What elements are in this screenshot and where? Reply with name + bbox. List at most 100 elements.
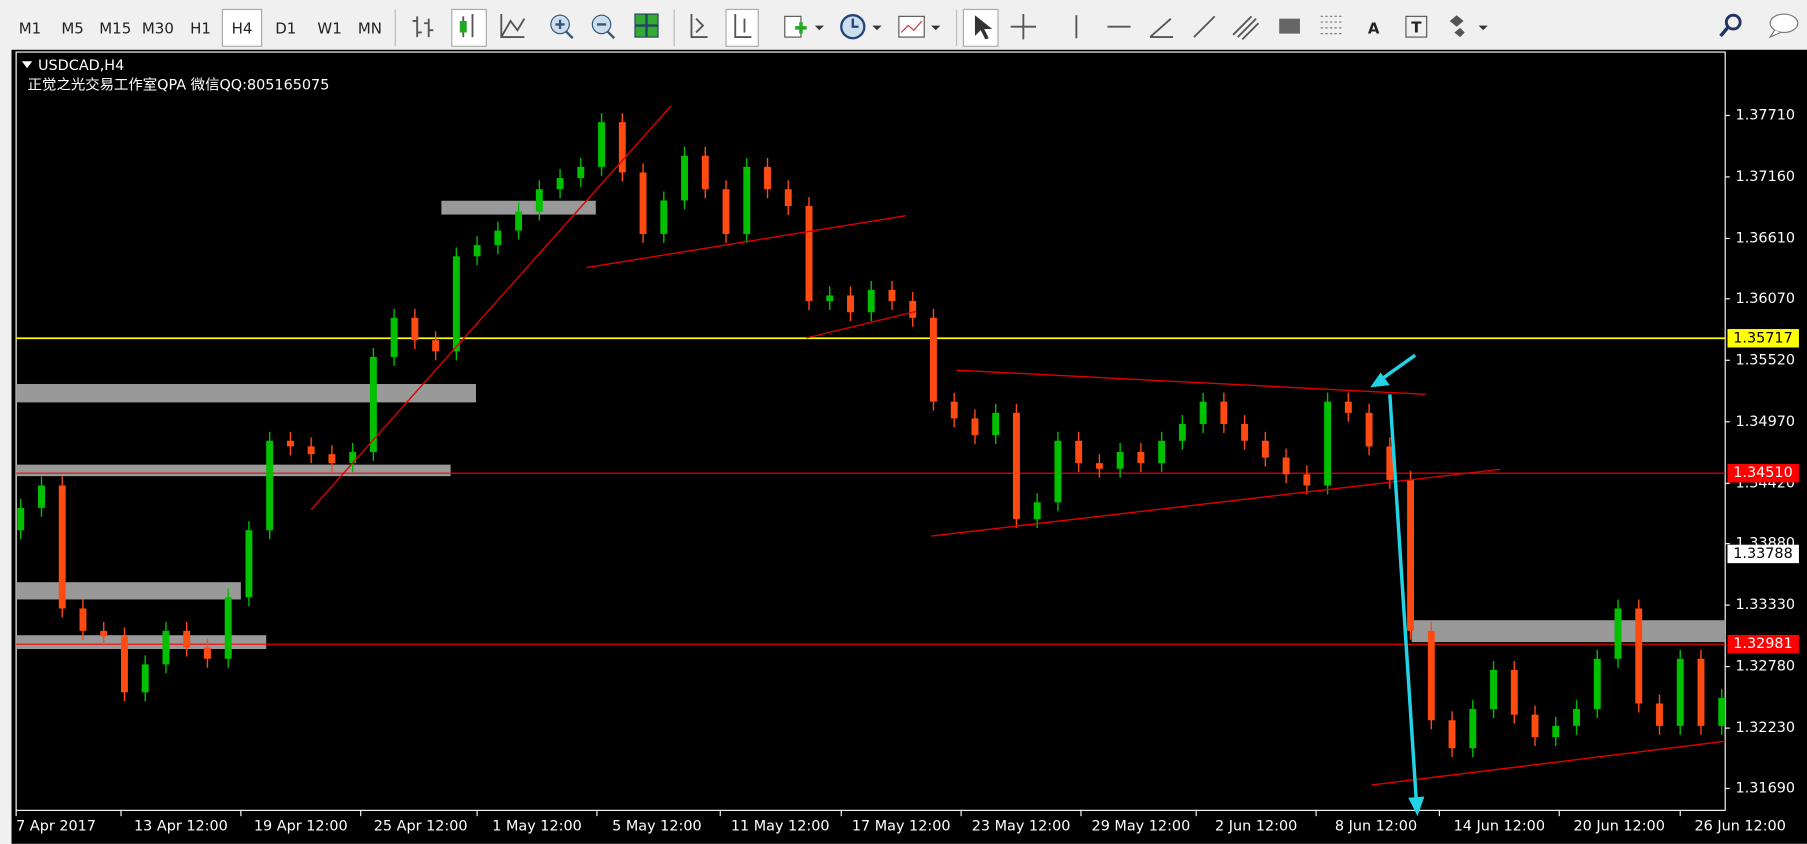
date-label: 25 Apr 12:00	[374, 819, 468, 835]
date-label: 1 May 12:00	[492, 819, 582, 835]
candle-body	[1448, 720, 1456, 749]
channel-button[interactable]	[1232, 15, 1260, 41]
candle-body	[1344, 401, 1352, 413]
date-label: 13 Apr 12:00	[134, 819, 228, 835]
candle-body	[515, 211, 523, 231]
level-tag	[1727, 463, 1799, 483]
candle-body	[203, 647, 211, 659]
candle-body	[1490, 669, 1497, 710]
candle-body	[328, 454, 336, 464]
crosshair-button[interactable]	[1010, 14, 1037, 40]
candle-body	[1178, 424, 1186, 441]
timeframe-button[interactable]: D1	[275, 20, 296, 38]
candle-body	[1241, 424, 1249, 441]
fibo-button[interactable]	[1320, 15, 1344, 35]
zoom-out-button[interactable]	[591, 14, 616, 40]
level-label: 1.34510	[1733, 465, 1793, 481]
candle-body	[369, 356, 377, 452]
candle-body	[494, 230, 502, 246]
candle-body	[286, 440, 294, 447]
candle-body	[1407, 479, 1415, 631]
timeframe-button[interactable]: H4	[232, 20, 253, 38]
rectangle-button[interactable]	[1279, 18, 1300, 34]
symbol-label: USDCAD,H4	[38, 58, 124, 74]
timeframe-button[interactable]: M5	[61, 20, 83, 38]
candle-body	[1303, 474, 1311, 486]
candle-body	[888, 289, 896, 302]
candle-body	[1116, 451, 1124, 469]
tile-button[interactable]	[634, 13, 659, 38]
price-tick-label: 1.31690	[1736, 780, 1796, 796]
candle-body	[618, 122, 626, 173]
timeframe-button[interactable]: M30	[142, 20, 174, 38]
text-tool-icon[interactable]: A	[1368, 20, 1380, 38]
candle-body	[1261, 440, 1269, 458]
chart-shift-button[interactable]	[725, 8, 759, 47]
price-tick-label: 1.33330	[1736, 597, 1796, 613]
date-label: 5 May 12:00	[612, 819, 702, 835]
timeframe-button[interactable]: MN	[358, 20, 382, 38]
arrows-button[interactable]	[1449, 15, 1465, 38]
candle-body	[17, 507, 25, 531]
active-timeframe	[221, 8, 263, 47]
candle-body	[1324, 401, 1332, 486]
timeframe-button[interactable]: H1	[190, 20, 211, 38]
candle-body	[1676, 658, 1684, 726]
candle-body	[1635, 608, 1643, 704]
candle-body	[390, 317, 398, 357]
date-label: 8 Jun 12:00	[1335, 819, 1417, 835]
candle-body	[452, 256, 460, 352]
date-label: 7 Apr 2017	[16, 819, 96, 835]
zone	[16, 383, 476, 403]
timeframe-button[interactable]: M1	[19, 20, 41, 38]
zone	[1411, 620, 1726, 643]
templates-button[interactable]	[898, 15, 941, 38]
zoom-in-button[interactable]	[550, 14, 574, 40]
date-label: 2 Jun 12:00	[1215, 819, 1297, 835]
candle-body	[1282, 457, 1290, 475]
date-label: 14 Jun 12:00	[1454, 819, 1545, 835]
candle-body	[162, 630, 170, 665]
plot-area	[15, 51, 1726, 811]
candle-body	[1199, 401, 1207, 425]
candle-chart-button[interactable]	[451, 8, 487, 47]
date-label: 23 May 12:00	[972, 819, 1071, 835]
date-label: 29 May 12:00	[1092, 819, 1191, 835]
trend-line	[586, 215, 906, 269]
indicators-button[interactable]	[784, 15, 824, 38]
candle-body	[1075, 440, 1083, 464]
line-chart-button[interactable]	[500, 14, 526, 39]
candle-body	[121, 636, 128, 693]
autoscroll-button[interactable]	[690, 14, 708, 39]
date-label: 19 Apr 12:00	[254, 819, 348, 835]
bar-chart-button[interactable]	[412, 16, 434, 38]
dropdown-icon	[1478, 25, 1488, 31]
timeframe-button[interactable]: M15	[99, 20, 131, 38]
price-tick-label: 1.36070	[1736, 291, 1796, 307]
level-label: 1.35717	[1733, 330, 1793, 346]
candle-body	[1012, 412, 1020, 520]
collapse-icon[interactable]	[21, 61, 33, 69]
periods-button[interactable]	[840, 14, 882, 40]
angle-line-button[interactable]	[1149, 17, 1174, 39]
trend-line-button[interactable]	[1193, 15, 1216, 38]
candle-body	[805, 206, 813, 302]
price-tick-label: 1.34970	[1736, 414, 1796, 430]
candle-body	[909, 301, 917, 318]
arrow	[1381, 353, 1417, 380]
candle-body	[1573, 709, 1580, 726]
chat-button[interactable]	[1768, 13, 1799, 39]
candle-body	[38, 485, 45, 508]
label-tool-button[interactable]	[1405, 15, 1428, 38]
search-button[interactable]	[1719, 13, 1742, 38]
candle-body	[743, 166, 751, 234]
candle-body	[1656, 703, 1663, 726]
arrowhead	[1408, 796, 1425, 817]
candle-body	[950, 401, 958, 419]
trend-line	[931, 468, 1501, 537]
timeframe-button[interactable]: W1	[317, 20, 341, 38]
candles	[17, 113, 1726, 758]
date-label: 20 Jun 12:00	[1573, 819, 1664, 835]
trend-lines	[310, 105, 1726, 786]
candle-body	[764, 166, 771, 190]
